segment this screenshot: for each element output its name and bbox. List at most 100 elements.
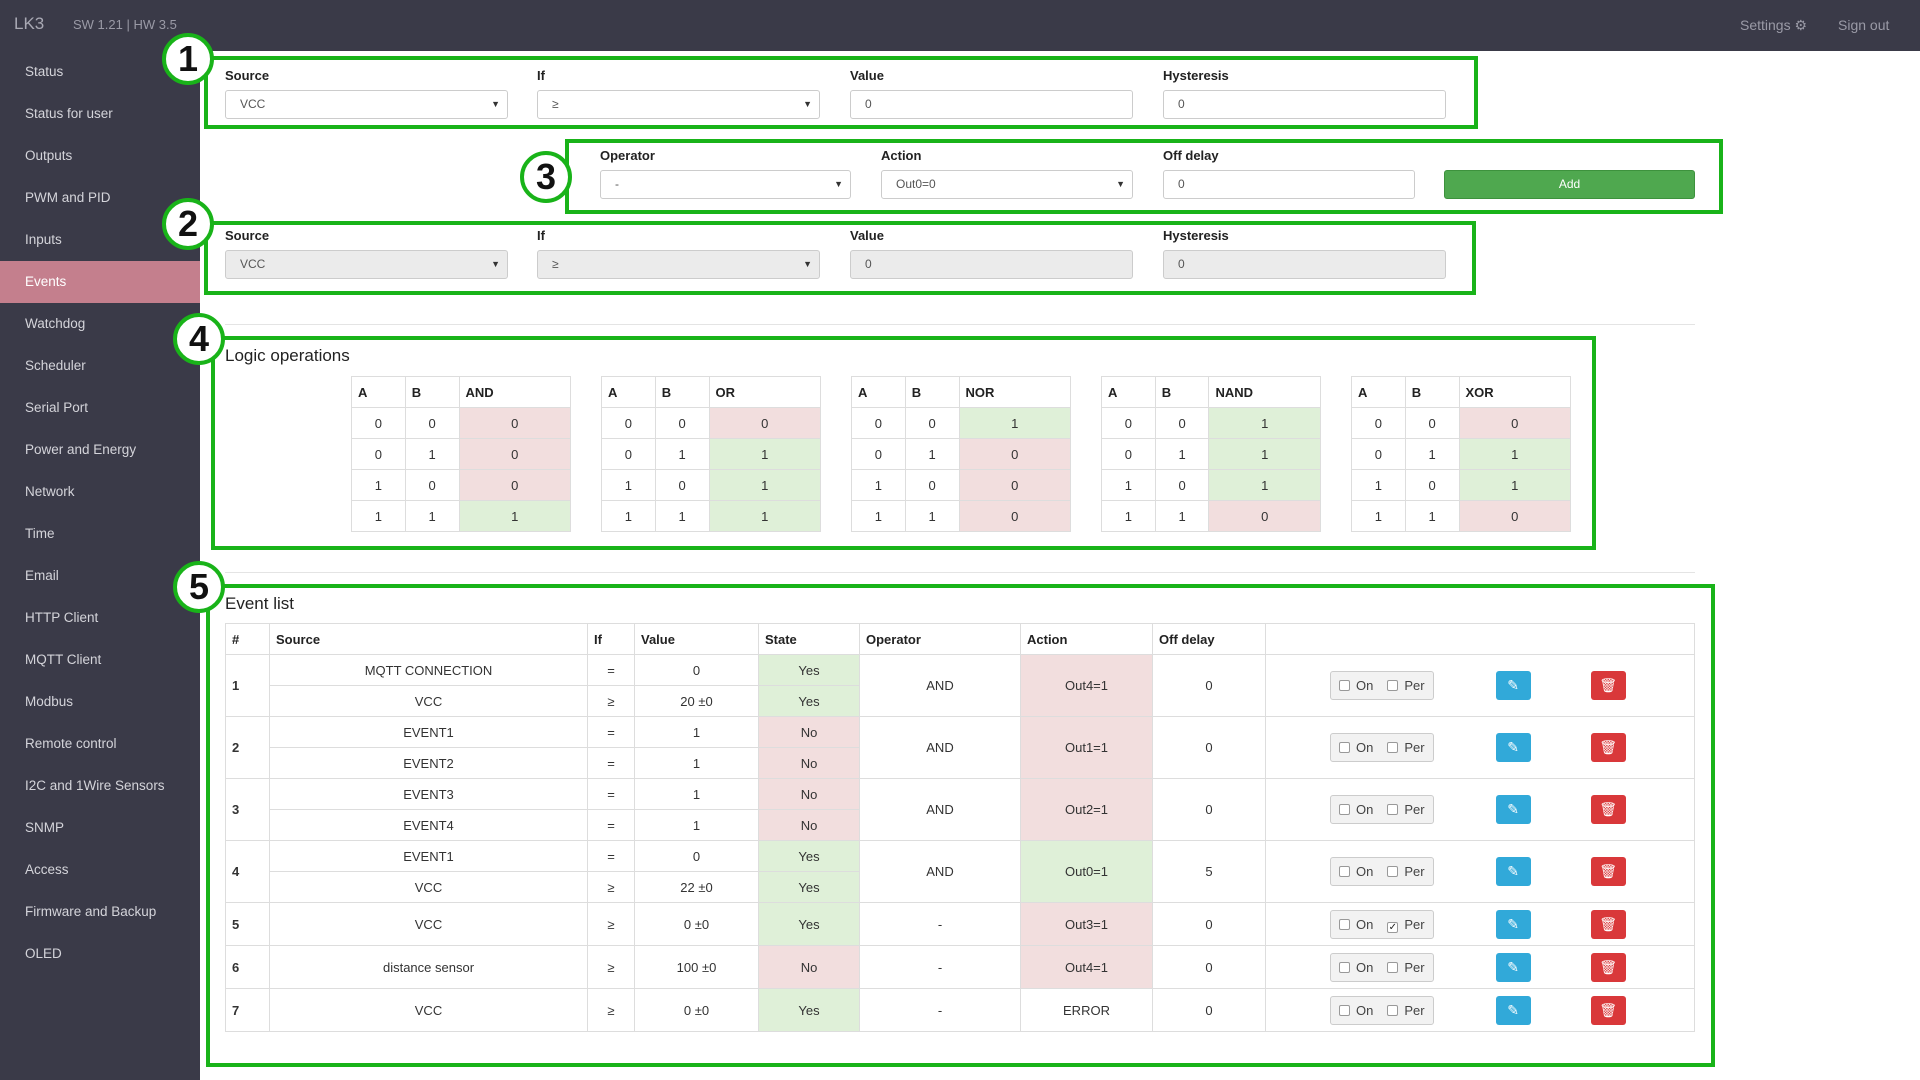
delete-button[interactable]: 🗑: [1590, 671, 1626, 700]
on-checkbox-box[interactable]: [1339, 918, 1350, 930]
sidebar-item-remote-control[interactable]: Remote control: [25, 736, 117, 751]
logic-cell: 0: [654, 469, 710, 501]
per-checkbox-box[interactable]: [1387, 921, 1399, 933]
sidebar-item-events[interactable]: Events: [0, 261, 200, 303]
sidebar-item-modbus[interactable]: Modbus: [25, 694, 74, 709]
per-checkbox-box[interactable]: [1387, 866, 1399, 877]
form1-value-input[interactable]: 0: [850, 90, 1133, 119]
delete-button[interactable]: 🗑: [1590, 795, 1626, 824]
edit-icon: ✎: [1507, 1001, 1519, 1018]
form1-if-select[interactable]: ≥ ▼: [537, 90, 820, 119]
sidebar-item-firmware-and-backup[interactable]: Firmware and Backup: [25, 904, 157, 919]
per-checkbox[interactable]: Per: [1387, 1003, 1425, 1018]
edit-button[interactable]: ✎: [1495, 995, 1531, 1025]
form2-value-input[interactable]: 0: [850, 250, 1133, 279]
event-row: 6 distance sensor ≥100 ±0 No - Out4=1 0 On Per ✎ 🗑: [225, 945, 1695, 989]
per-checkbox[interactable]: Per: [1387, 740, 1425, 755]
add-button[interactable]: Add: [1444, 170, 1695, 199]
logic-cell: 0: [851, 407, 906, 439]
sidebar-item-status-for-user[interactable]: Status for user: [25, 106, 113, 121]
sidebar-item-scheduler[interactable]: Scheduler: [25, 358, 86, 373]
per-checkbox-box[interactable]: [1387, 680, 1399, 691]
sidebar-item-http-client[interactable]: HTTP Client: [25, 610, 99, 625]
on-checkbox[interactable]: On: [1339, 917, 1373, 932]
event-state: Yes: [758, 871, 860, 903]
per-checkbox[interactable]: Per: [1387, 960, 1425, 975]
on-checkbox[interactable]: On: [1339, 802, 1373, 817]
edit-button[interactable]: ✎: [1495, 795, 1531, 824]
on-checkbox[interactable]: On: [1339, 864, 1373, 879]
form1-source-select[interactable]: VCC ▼: [225, 90, 508, 119]
settings-link[interactable]: Settings ⚙: [1740, 17, 1807, 34]
sidebar-item-inputs[interactable]: Inputs: [25, 232, 62, 247]
per-checkbox[interactable]: Per: [1387, 917, 1425, 933]
per-checkbox-box[interactable]: [1387, 961, 1399, 973]
off-delay-input[interactable]: 0: [1163, 170, 1415, 199]
on-checkbox[interactable]: On: [1339, 1003, 1373, 1018]
sidebar-item-time[interactable]: Time: [25, 526, 55, 541]
on-checkbox-box[interactable]: [1339, 961, 1350, 973]
on-checkbox-box[interactable]: [1339, 742, 1350, 753]
sidebar-item-access[interactable]: Access: [25, 862, 69, 877]
event-source: EVENT1: [269, 840, 588, 872]
logic-cell: 0: [1101, 438, 1156, 470]
on-checkbox[interactable]: On: [1339, 960, 1373, 975]
sidebar-item-pwm-and-pid[interactable]: PWM and PID: [25, 190, 111, 205]
delete-button[interactable]: 🗑: [1590, 733, 1626, 762]
per-checkbox[interactable]: Per: [1387, 678, 1425, 693]
sign-out-link[interactable]: Sign out: [1838, 17, 1890, 33]
on-checkbox[interactable]: On: [1339, 678, 1373, 693]
sidebar-item-network[interactable]: Network: [25, 484, 75, 499]
operator-select[interactable]: - ▼: [600, 170, 851, 199]
per-checkbox-box[interactable]: [1387, 742, 1399, 753]
brand-logo[interactable]: LK3: [14, 14, 45, 33]
sidebar-item-power-and-energy[interactable]: Power and Energy: [25, 442, 137, 457]
form2-if-select[interactable]: ≥ ▼: [537, 250, 820, 279]
sidebar-item-outputs[interactable]: Outputs: [25, 148, 73, 163]
on-checkbox-box[interactable]: [1339, 804, 1350, 815]
per-label: Per: [1404, 678, 1425, 693]
caret-down-icon: ▼: [834, 179, 843, 189]
on-checkbox-box[interactable]: [1339, 866, 1350, 877]
event-operator: AND: [859, 840, 1021, 903]
edit-button[interactable]: ✎: [1495, 671, 1531, 700]
form2-source-label: Source: [225, 228, 270, 243]
on-checkbox[interactable]: On: [1339, 740, 1373, 755]
sidebar-item-i2c-and-1wire-sensors[interactable]: I2C and 1Wire Sensors: [25, 778, 165, 793]
per-checkbox[interactable]: Per: [1387, 864, 1425, 879]
delete-button[interactable]: 🗑: [1590, 995, 1626, 1025]
delete-button[interactable]: 🗑: [1590, 909, 1626, 939]
sidebar-item-watchdog[interactable]: Watchdog: [25, 316, 86, 331]
edit-button[interactable]: ✎: [1495, 857, 1531, 886]
form2-source-select[interactable]: VCC ▼: [225, 250, 508, 279]
form2-if-value: ≥: [552, 257, 559, 271]
delete-button[interactable]: 🗑: [1590, 952, 1626, 982]
delete-button[interactable]: 🗑: [1590, 857, 1626, 886]
sidebar-item-oled[interactable]: OLED: [25, 946, 62, 961]
edit-button[interactable]: ✎: [1495, 909, 1531, 939]
on-label: On: [1356, 802, 1374, 817]
gear-icon: ⚙: [1794, 17, 1808, 33]
form2-hysteresis-input[interactable]: 0: [1163, 250, 1446, 279]
on-checkbox-box[interactable]: [1339, 680, 1350, 691]
trash-icon: 🗑: [1599, 677, 1617, 693]
form1-hysteresis-input[interactable]: 0: [1163, 90, 1446, 119]
logic-header-row: A B XOR: [1351, 376, 1571, 408]
per-checkbox-box[interactable]: [1387, 1004, 1399, 1016]
logic-cell: 0: [601, 438, 656, 470]
sidebar-item-status[interactable]: Status: [25, 64, 64, 79]
edit-button[interactable]: ✎: [1495, 952, 1531, 982]
per-checkbox-box[interactable]: [1387, 804, 1399, 815]
sidebar-item-email[interactable]: Email: [25, 568, 59, 583]
on-checkbox-box[interactable]: [1339, 1004, 1350, 1016]
edit-icon: ✎: [1507, 739, 1519, 755]
per-checkbox[interactable]: Per: [1387, 802, 1425, 817]
event-state: No: [758, 809, 860, 841]
sidebar-item-snmp[interactable]: SNMP: [25, 820, 65, 835]
action-select[interactable]: Out0=0 ▼: [881, 170, 1133, 199]
sidebar-item-serial-port[interactable]: Serial Port: [25, 400, 89, 415]
edit-button[interactable]: ✎: [1495, 733, 1531, 762]
sidebar-item-mqtt-client[interactable]: MQTT Client: [25, 652, 102, 667]
